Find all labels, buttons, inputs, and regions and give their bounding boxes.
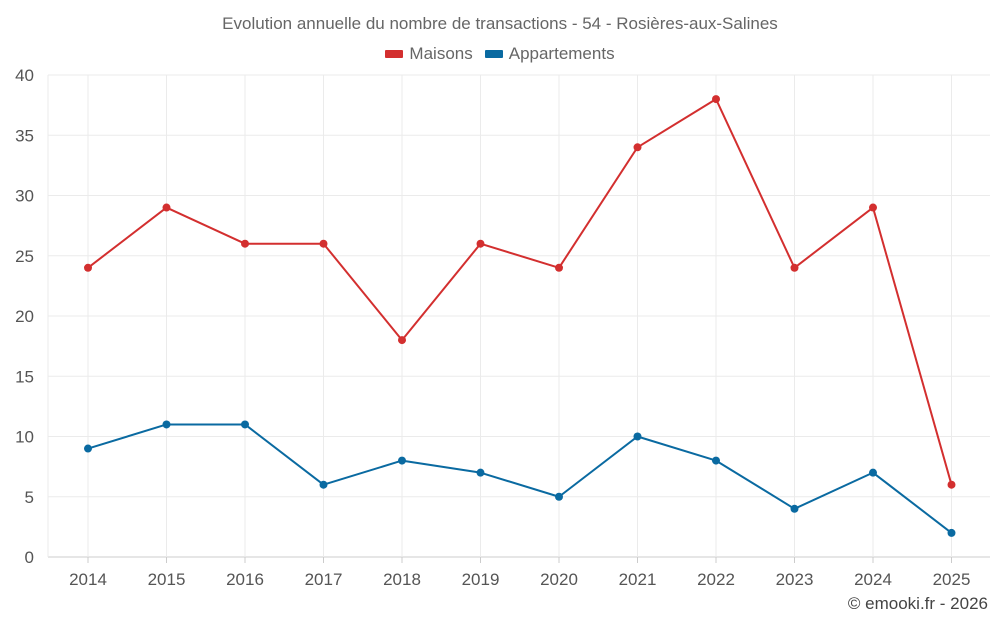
x-tick-label: 2020 xyxy=(540,570,578,589)
data-point-appartements xyxy=(398,456,406,465)
y-tick-label: 35 xyxy=(15,126,34,145)
legend-label-maisons: Maisons xyxy=(409,44,473,63)
data-point-appartements xyxy=(712,456,720,465)
data-point-appartements xyxy=(869,468,877,477)
data-point-maisons xyxy=(398,336,406,345)
x-tick-label: 2017 xyxy=(305,570,343,589)
data-point-appartements xyxy=(633,432,642,441)
data-point-maisons xyxy=(241,239,249,248)
x-tick-label: 2024 xyxy=(854,570,892,589)
credit-text: © emooki.fr - 2026 xyxy=(847,594,988,613)
x-tick-label: 2025 xyxy=(933,570,971,589)
data-point-maisons xyxy=(947,480,956,489)
data-point-maisons xyxy=(476,239,485,248)
legend-label-appartements: Appartements xyxy=(508,44,615,63)
legend-item-appartements[interactable]: Appartements xyxy=(484,44,615,64)
y-tick-label: 5 xyxy=(25,488,34,507)
x-tick-label: 2014 xyxy=(69,570,107,589)
data-point-maisons xyxy=(555,263,563,272)
x-tick-label: 2016 xyxy=(226,570,264,589)
y-tick-label: 40 xyxy=(15,66,34,85)
data-point-maisons xyxy=(84,263,92,272)
data-point-appartements xyxy=(555,492,563,501)
x-tick-label: 2022 xyxy=(697,570,735,589)
series xyxy=(84,95,956,537)
data-point-maisons xyxy=(869,203,877,212)
data-point-appartements xyxy=(84,444,92,453)
data-point-appartements xyxy=(476,468,485,477)
data-point-appartements xyxy=(319,480,328,489)
series-line-maisons xyxy=(87,98,953,485)
legend-item-maisons[interactable]: Maisons xyxy=(385,44,473,64)
y-tick-label: 25 xyxy=(15,247,34,266)
chart-title: Evolution annuelle du nombre de transact… xyxy=(222,14,778,33)
data-point-appartements xyxy=(790,504,799,513)
data-point-maisons xyxy=(162,203,171,212)
legend: Maisons Appartements xyxy=(0,44,1000,64)
series-line-appartements xyxy=(87,423,953,534)
data-point-appartements xyxy=(241,420,249,429)
y-tick-label: 10 xyxy=(15,428,34,447)
data-point-maisons xyxy=(319,239,328,248)
x-tick-label: 2018 xyxy=(383,570,421,589)
legend-swatch-maisons xyxy=(385,50,404,58)
x-tick-label: 2019 xyxy=(462,570,500,589)
data-point-appartements xyxy=(162,420,171,429)
data-point-appartements xyxy=(947,528,956,537)
y-tick-label: 15 xyxy=(15,367,34,386)
x-tick-label: 2021 xyxy=(619,570,657,589)
data-point-maisons xyxy=(712,95,720,104)
legend-swatch-appartements xyxy=(484,50,503,58)
x-tick-label: 2015 xyxy=(148,570,186,589)
data-point-maisons xyxy=(633,143,642,152)
x-tick-label: 2023 xyxy=(776,570,814,589)
y-tick-label: 20 xyxy=(15,307,34,326)
y-tick-label: 0 xyxy=(25,548,34,567)
y-tick-label: 30 xyxy=(15,187,34,206)
data-point-maisons xyxy=(790,263,799,272)
